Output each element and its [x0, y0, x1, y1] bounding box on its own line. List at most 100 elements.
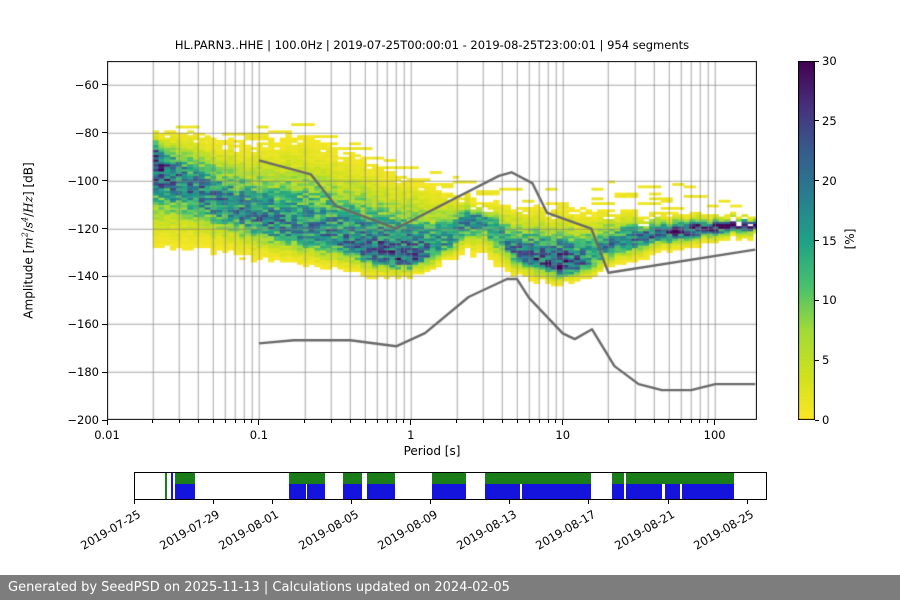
y-tick-label: −160 — [67, 317, 99, 332]
colorbar-tick-label: 10 — [822, 293, 837, 308]
y-tick-label: −140 — [67, 269, 99, 284]
x-tick-mark — [410, 420, 412, 425]
x-minor-tick-mark — [707, 420, 709, 423]
x-minor-tick-mark — [178, 420, 180, 423]
x-tick-label: 10 — [555, 428, 571, 442]
x-tick-label: 0.1 — [249, 428, 269, 442]
x-axis-label: Period [s] — [403, 444, 461, 458]
availability-blue-segment — [174, 484, 195, 499]
x-minor-tick-mark — [197, 420, 199, 423]
availability-blue-segment — [288, 484, 306, 499]
colorbar-tick-mark — [815, 240, 819, 241]
availability-green-segment — [626, 473, 735, 484]
availability-green-segment — [432, 473, 466, 484]
x-minor-tick-mark — [376, 420, 378, 423]
x-minor-tick-mark — [634, 420, 636, 423]
availability-blue-segment — [665, 484, 681, 499]
x-tick-label: 100 — [703, 428, 726, 442]
x-tick-mark — [562, 420, 564, 425]
x-minor-tick-mark — [304, 420, 306, 423]
availability-blue-segment — [521, 484, 591, 499]
availability-green-segment — [288, 473, 326, 484]
availability-green-segment — [612, 473, 625, 484]
availability-green-segment — [174, 473, 195, 484]
availability-thin-segment — [170, 473, 173, 499]
x-minor-tick-mark — [456, 420, 458, 423]
availability-blue-segment — [612, 484, 625, 499]
availability-blue-segment — [343, 484, 363, 499]
psd-plot-area — [107, 61, 757, 420]
x-minor-tick-mark — [364, 420, 366, 423]
availability-blue-segment — [626, 484, 663, 499]
availability-bar — [134, 472, 767, 500]
y-tick-mark — [102, 419, 107, 421]
x-minor-tick-mark — [212, 420, 214, 423]
colorbar-tick-label: 20 — [822, 173, 837, 188]
availability-blue-segment — [484, 484, 521, 499]
availability-thin-segment — [164, 473, 167, 499]
x-minor-tick-mark — [330, 420, 332, 423]
x-minor-tick-mark — [690, 420, 692, 423]
colorbar-tick-label: 0 — [822, 413, 830, 427]
x-minor-tick-mark — [501, 420, 503, 423]
colorbar-tick-label: 15 — [822, 233, 837, 248]
x-minor-tick-mark — [516, 420, 518, 423]
date-tick-mark — [746, 500, 748, 504]
x-minor-tick-mark — [680, 420, 682, 423]
x-minor-tick-mark — [152, 420, 154, 423]
x-minor-tick-mark — [243, 420, 245, 423]
x-minor-tick-mark — [538, 420, 540, 423]
x-tick-mark — [106, 420, 108, 425]
x-minor-tick-mark — [607, 420, 609, 423]
x-minor-tick-mark — [699, 420, 701, 423]
x-minor-tick-mark — [653, 420, 655, 423]
y-axis-label: Amplitude [m2/s4/Hz] [dB] — [20, 162, 36, 319]
date-tick-mark — [212, 500, 214, 504]
footer-text: Generated by SeedPSD on 2025-11-13 | Cal… — [8, 580, 510, 595]
colorbar-tick-mark — [815, 60, 819, 62]
y-tick-mark — [102, 132, 107, 134]
plot-title: HL.PARN3..HHE | 100.0Hz | 2019-07-25T00:… — [174, 38, 690, 52]
y-tick-label: −60 — [74, 77, 99, 92]
y-tick-label: −120 — [67, 221, 99, 236]
footer-bar: Generated by SeedPSD on 2025-11-13 | Cal… — [0, 575, 900, 600]
x-minor-tick-mark — [386, 420, 388, 423]
x-minor-tick-mark — [403, 420, 405, 423]
availability-green-segment — [484, 473, 591, 484]
colorbar-label: [%] — [843, 228, 857, 250]
x-minor-tick-mark — [234, 420, 236, 423]
date-tick-mark — [351, 500, 353, 504]
y-tick-mark — [102, 323, 107, 325]
date-tick-mark — [271, 500, 273, 504]
y-tick-label: −180 — [67, 365, 99, 380]
x-minor-tick-mark — [668, 420, 670, 423]
x-minor-tick-mark — [395, 420, 397, 423]
date-tick-mark — [667, 500, 669, 504]
colorbar-tick-mark — [815, 299, 819, 301]
availability-blue-segment — [367, 484, 396, 499]
availability-green-segment — [367, 473, 396, 484]
y-tick-mark — [102, 371, 107, 373]
colorbar-tick-label: 30 — [822, 54, 837, 68]
y-tick-mark — [102, 180, 107, 182]
colorbar-tick-mark — [815, 359, 819, 361]
x-minor-tick-mark — [555, 420, 557, 423]
availability-blue-segment — [432, 484, 466, 499]
availability-blue-segment — [682, 484, 735, 499]
availability-blue-segment — [307, 484, 326, 499]
colorbar — [798, 61, 815, 420]
colorbar-tick-label: 5 — [822, 353, 830, 368]
colorbar-canvas — [798, 61, 815, 420]
colorbar-tick-mark — [815, 120, 819, 122]
colorbar-tick-mark — [815, 419, 819, 421]
y-tick-label: −200 — [67, 413, 99, 427]
date-tick-mark — [430, 500, 432, 504]
date-tick-mark — [509, 500, 511, 504]
colorbar-tick-mark — [815, 180, 819, 182]
psd-heatmap-canvas — [107, 61, 757, 420]
y-tick-mark — [102, 228, 107, 230]
x-tick-mark — [258, 420, 260, 425]
y-tick-label: −100 — [67, 173, 99, 188]
x-minor-tick-mark — [224, 420, 226, 423]
